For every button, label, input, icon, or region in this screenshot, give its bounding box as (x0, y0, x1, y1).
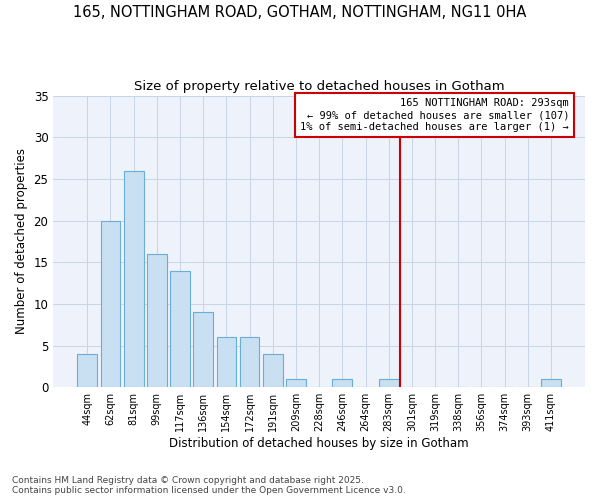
Bar (286, 379, 306, 387)
Bar (379, 379, 398, 387)
Bar (101, 220, 121, 387)
Bar (124, 170, 143, 387)
Bar (170, 270, 190, 387)
Bar (217, 337, 236, 387)
Bar (541, 379, 561, 387)
Bar (147, 254, 167, 387)
Bar (263, 354, 283, 387)
Y-axis label: Number of detached properties: Number of detached properties (15, 148, 28, 334)
Text: 165 NOTTINGHAM ROAD: 293sqm
← 99% of detached houses are smaller (107)
1% of sem: 165 NOTTINGHAM ROAD: 293sqm ← 99% of det… (300, 98, 569, 132)
Text: 165, NOTTINGHAM ROAD, GOTHAM, NOTTINGHAM, NG11 0HA: 165, NOTTINGHAM ROAD, GOTHAM, NOTTINGHAM… (73, 5, 527, 20)
X-axis label: Distribution of detached houses by size in Gotham: Distribution of detached houses by size … (169, 437, 469, 450)
Title: Size of property relative to detached houses in Gotham: Size of property relative to detached ho… (134, 80, 505, 93)
Bar (193, 312, 213, 387)
Bar (240, 337, 259, 387)
Bar (332, 379, 352, 387)
Bar (77, 354, 97, 387)
Text: Contains HM Land Registry data © Crown copyright and database right 2025.
Contai: Contains HM Land Registry data © Crown c… (12, 476, 406, 495)
